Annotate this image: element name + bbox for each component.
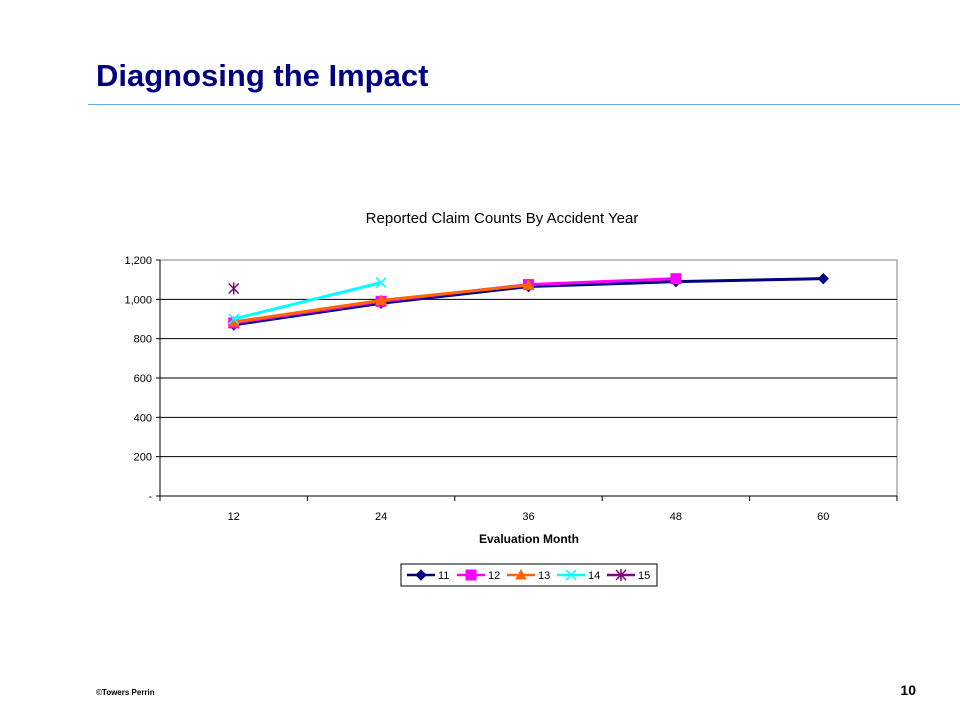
data-point	[228, 282, 240, 295]
legend-marker	[565, 569, 577, 581]
x-tick-label: 36	[522, 511, 534, 523]
y-tick-label: 1,200	[124, 255, 152, 267]
legend-item-12: 12	[457, 569, 500, 582]
y-tick-label: 800	[134, 334, 152, 346]
data-point	[670, 273, 682, 285]
legend-item-11: 11	[407, 569, 449, 582]
data-point	[522, 279, 535, 290]
legend-item-13: 13	[507, 568, 550, 582]
chart-title: Reported Claim Counts By Accident Year	[366, 210, 639, 227]
series-group	[227, 272, 830, 331]
y-axis: - 200 400 600 800 1,000 1,200	[124, 255, 161, 503]
legend-item-15: 15	[607, 569, 650, 582]
y-tick-label: -	[148, 491, 152, 503]
data-point	[375, 277, 387, 289]
x-tick-label: 24	[375, 511, 387, 523]
x-axis-label: Evaluation Month	[479, 532, 579, 546]
legend-item-14: 14	[557, 569, 600, 582]
data-point	[817, 272, 830, 285]
y-tick-label: 1,000	[124, 294, 152, 306]
legend-marker	[415, 569, 427, 581]
footer-copyright: ©Towers Perrin	[96, 688, 155, 697]
x-tick-label: 48	[670, 511, 682, 523]
legend-label: 11	[438, 570, 449, 582]
slide-title: Diagnosing the Impact	[96, 58, 429, 93]
legend-label: 15	[638, 570, 650, 582]
series-15	[228, 282, 240, 295]
x-axis: 12 24 36 48 60	[159, 495, 898, 523]
x-tick-label: 60	[817, 511, 829, 523]
legend-marker	[465, 569, 477, 581]
gridlines	[160, 298, 897, 458]
data-point	[375, 294, 387, 305]
series-line	[233, 281, 382, 321]
series-14	[228, 277, 387, 325]
legend-marker	[515, 568, 527, 580]
legend-label: 13	[538, 570, 550, 582]
legend-label: 14	[588, 570, 600, 582]
series-13	[227, 279, 535, 327]
legend: 11 12 13 14 15	[400, 563, 658, 587]
y-tick-label: 600	[134, 373, 152, 385]
y-tick-label: 200	[134, 452, 152, 464]
title-rule	[88, 104, 960, 105]
page-number: 10	[900, 682, 916, 698]
legend-label: 12	[488, 570, 500, 582]
y-tick-label: 400	[134, 412, 152, 424]
legend-marker	[615, 569, 627, 581]
data-point	[228, 313, 240, 325]
x-tick-label: 12	[228, 511, 240, 523]
